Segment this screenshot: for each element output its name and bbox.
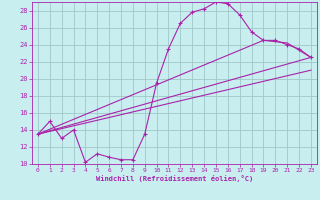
X-axis label: Windchill (Refroidissement éolien,°C): Windchill (Refroidissement éolien,°C) xyxy=(96,175,253,182)
